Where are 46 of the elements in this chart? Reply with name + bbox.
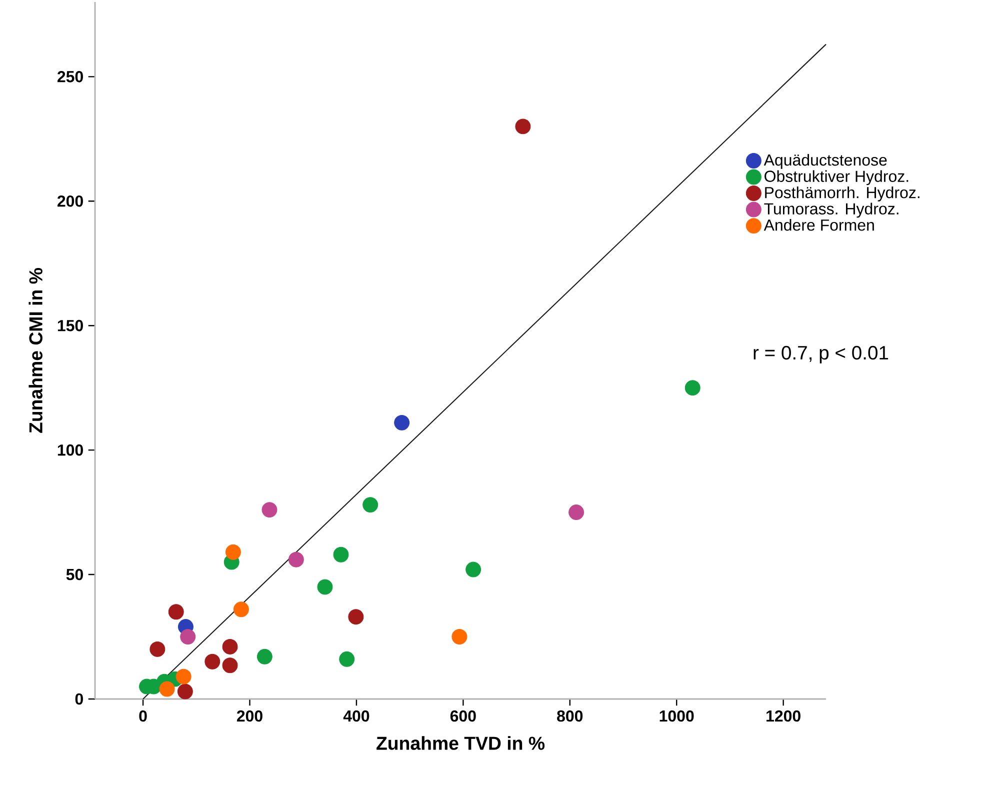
- x-tick-label: 600: [450, 710, 476, 722]
- y-tick-label: 200: [58, 195, 83, 207]
- x-axis-title: Zunahme TVD in %: [376, 736, 545, 750]
- point: [262, 502, 278, 518]
- x-tick-label: 800: [557, 710, 583, 722]
- x-tick-label: 1200: [766, 710, 800, 722]
- point: [339, 651, 355, 667]
- point: [233, 602, 249, 618]
- point: [466, 562, 482, 578]
- annotation: r = 0.7, p < 0.01: [754, 346, 888, 364]
- x-tick-label: 0: [139, 710, 147, 722]
- point: [159, 681, 175, 697]
- y-axis-title: Zunahme CMI in %: [28, 268, 42, 433]
- point: [684, 380, 700, 396]
- x-tick-label: 200: [236, 710, 262, 722]
- point: [222, 638, 238, 654]
- y-tick-label: 0: [75, 693, 83, 705]
- point: [225, 544, 241, 560]
- point: [362, 497, 378, 513]
- y-tick-label: 150: [58, 320, 83, 332]
- point: [452, 629, 468, 644]
- x-tick-label: 1000: [660, 710, 694, 722]
- point: [348, 609, 364, 625]
- point: [288, 552, 304, 568]
- x-tick-label: 400: [343, 710, 370, 722]
- point: [180, 629, 196, 644]
- y-tick-label: 250: [58, 71, 83, 82]
- legend-label: Aquäductstenose: [764, 154, 887, 169]
- point: [317, 579, 333, 595]
- point: [256, 648, 272, 664]
- legend-label: Andere Formen: [764, 219, 874, 231]
- point: [568, 504, 584, 520]
- y-tick-label: 50: [66, 568, 83, 580]
- point: [394, 414, 410, 430]
- point: [176, 668, 192, 684]
- legend-label: Tumorass. Hydroz.: [764, 202, 898, 218]
- point: [333, 546, 349, 562]
- point: [222, 658, 238, 674]
- y-tick-label: 100: [58, 444, 83, 456]
- point: [168, 604, 184, 620]
- point: [177, 684, 193, 700]
- point: [204, 654, 220, 670]
- point: [150, 641, 166, 657]
- point: [515, 118, 531, 134]
- legend-label: Posthämorrh. Hydroz.: [765, 186, 920, 202]
- legend-label: Obstruktiver Hydroz.: [764, 170, 908, 186]
